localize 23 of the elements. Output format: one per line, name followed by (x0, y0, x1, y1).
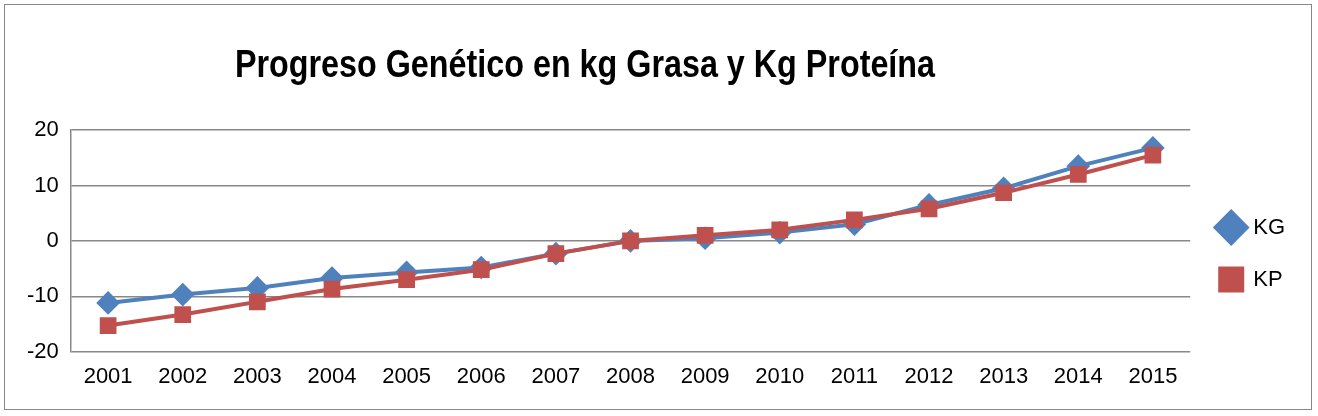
x-tick-label: 2006 (456, 362, 506, 388)
x-tick-label: 2015 (1128, 362, 1178, 388)
x-tick-label: 2012 (904, 362, 954, 388)
x-tick-label: 2002 (158, 362, 208, 388)
y-tick-label: 0 (46, 226, 59, 252)
x-tick-label: 2007 (531, 362, 581, 388)
x-tick-label: 2014 (1053, 362, 1103, 388)
x-tick-label: 2008 (606, 362, 655, 388)
x-tick-label: 2004 (307, 362, 357, 388)
x-tick-label: 2011 (830, 362, 879, 388)
y-tick-label: -20 (27, 337, 59, 363)
y-tick-label: 20 (34, 116, 59, 142)
x-tick-label: 2010 (755, 362, 805, 388)
x-tick-label: 2009 (680, 362, 730, 388)
chart-title: Progreso Genético en kg Grasa y Kg Proteína (233, 43, 937, 86)
x-tick-label: 2013 (979, 362, 1029, 388)
y-tick-label: -10 (27, 282, 59, 308)
x-tick-label: 2003 (232, 362, 282, 388)
x-tick-label: 2005 (382, 362, 432, 388)
legend-label: KP (1253, 265, 1283, 291)
y-tick-label: 10 (34, 171, 59, 197)
x-tick-label: 2001 (83, 362, 133, 388)
legend-label: KG (1253, 213, 1286, 239)
